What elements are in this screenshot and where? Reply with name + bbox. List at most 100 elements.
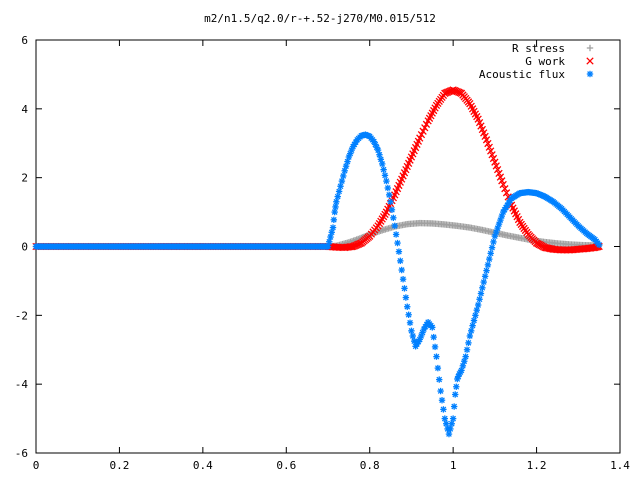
data-point-acoustic-flux xyxy=(445,430,453,438)
data-point-acoustic-flux xyxy=(399,275,407,283)
data-point-g-work xyxy=(502,189,511,197)
data-point-acoustic-flux xyxy=(473,306,480,314)
tick-labels: 0 0.2 0.4 0.6 0.8 1 1.2 1.4 -6 -4 -2 0 2 4 6 xyxy=(15,34,631,472)
data-point-acoustic-flux xyxy=(388,206,396,213)
data-point-acoustic-flux xyxy=(381,172,389,179)
x-tick-label: 1.4 xyxy=(610,459,630,472)
data-point-acoustic-flux xyxy=(448,420,455,427)
data-point-acoustic-flux xyxy=(441,415,448,422)
data-point-acoustic-flux xyxy=(470,317,478,324)
data-point-acoustic-flux xyxy=(387,198,394,205)
data-point-acoustic-flux xyxy=(458,367,465,374)
x-tick-label: 0.4 xyxy=(193,459,213,472)
data-point-acoustic-flux xyxy=(385,191,393,199)
data-point-acoustic-flux xyxy=(376,151,383,158)
data-point-acoustic-flux xyxy=(452,391,459,398)
data-point-acoustic-flux xyxy=(437,387,444,395)
data-point-acoustic-flux xyxy=(449,415,457,422)
data-point-acoustic-flux xyxy=(450,403,458,410)
data-series xyxy=(32,86,603,438)
data-point-acoustic-flux xyxy=(462,353,469,360)
data-point-acoustic-flux xyxy=(380,166,387,173)
data-point-acoustic-flux xyxy=(335,188,343,195)
data-point-acoustic-flux xyxy=(383,177,390,185)
data-point-acoustic-flux xyxy=(466,332,474,340)
legend-marker-r-stress xyxy=(586,44,594,52)
data-point-acoustic-flux xyxy=(463,346,471,353)
data-point-acoustic-flux xyxy=(490,238,497,246)
data-point-acoustic-flux xyxy=(483,267,490,274)
chart-title: m2/n1.5/q2.0/r-+.52-j270/M0.015/512 xyxy=(204,12,436,25)
data-point-acoustic-flux xyxy=(331,208,338,216)
data-point-acoustic-flux xyxy=(465,339,472,347)
data-point-acoustic-flux xyxy=(333,198,340,205)
legend-label-acoustic-flux: Acoustic flux xyxy=(479,68,565,81)
data-point-acoustic-flux xyxy=(459,362,467,370)
data-point-acoustic-flux xyxy=(488,244,496,251)
data-point-acoustic-flux xyxy=(329,224,337,231)
data-point-acoustic-flux xyxy=(447,425,454,433)
data-point-acoustic-flux xyxy=(402,294,410,301)
data-point-acoustic-flux xyxy=(431,343,439,351)
data-point-acoustic-flux xyxy=(338,177,346,185)
data-point-acoustic-flux xyxy=(327,233,334,241)
x-tick-label: 0.2 xyxy=(109,459,129,472)
data-point-acoustic-flux xyxy=(484,261,492,269)
data-point-acoustic-flux xyxy=(453,383,460,390)
data-point-acoustic-flux xyxy=(334,193,341,200)
x-tick-label: 1.2 xyxy=(527,459,547,472)
data-point-acoustic-flux xyxy=(472,312,479,319)
data-point-acoustic-flux xyxy=(379,160,386,168)
data-point-acoustic-flux xyxy=(332,203,339,211)
legend-marker-g-work xyxy=(586,57,594,65)
x-tick-label: 1 xyxy=(450,459,457,472)
data-point-acoustic-flux xyxy=(438,397,446,404)
data-point-acoustic-flux xyxy=(487,250,494,257)
data-point-acoustic-flux xyxy=(342,162,350,170)
data-point-acoustic-flux xyxy=(480,278,487,286)
data-point-acoustic-flux xyxy=(430,333,437,341)
data-point-acoustic-flux xyxy=(392,231,400,238)
y-tick-label: -6 xyxy=(15,447,28,460)
data-point-acoustic-flux xyxy=(477,290,485,297)
y-tick-label: 4 xyxy=(21,103,28,116)
x-tick-label: 0.6 xyxy=(276,459,296,472)
data-point-acoustic-flux xyxy=(324,243,332,250)
data-point-acoustic-flux xyxy=(595,241,603,248)
data-point-acoustic-flux xyxy=(461,358,468,365)
data-point-acoustic-flux xyxy=(442,420,450,427)
data-point-g-work xyxy=(499,180,507,189)
x-tick-label: 0 xyxy=(33,459,40,472)
data-point-acoustic-flux xyxy=(397,257,404,265)
data-point-acoustic-flux xyxy=(394,239,401,247)
data-point-acoustic-flux xyxy=(330,216,338,224)
data-point-acoustic-flux xyxy=(469,322,476,329)
data-point-acoustic-flux xyxy=(390,214,397,222)
data-point-acoustic-flux xyxy=(377,156,385,163)
data-point-acoustic-flux xyxy=(401,285,408,292)
data-point-acoustic-flux xyxy=(341,167,348,174)
legend-label-r-stress: R stress xyxy=(512,42,565,55)
data-point-acoustic-flux xyxy=(436,376,443,383)
data-point-acoustic-flux xyxy=(406,319,414,326)
legend-marker-acoustic-flux xyxy=(586,70,594,78)
data-point-acoustic-flux xyxy=(328,229,335,236)
data-point-acoustic-flux xyxy=(434,364,442,372)
y-tick-label: 0 xyxy=(21,241,28,254)
data-point-acoustic-flux xyxy=(440,406,447,413)
data-point-acoustic-flux xyxy=(344,158,351,165)
y-tick-label: -4 xyxy=(15,378,29,391)
series-g-work xyxy=(32,86,603,254)
data-point-acoustic-flux xyxy=(481,273,489,280)
data-point-acoustic-flux xyxy=(398,266,405,274)
y-tick-label: -2 xyxy=(15,309,28,322)
data-point-acoustic-flux xyxy=(468,327,475,335)
data-point-acoustic-flux xyxy=(391,222,398,230)
data-point-acoustic-flux xyxy=(474,301,482,309)
data-point-acoustic-flux xyxy=(476,296,483,303)
data-point-acoustic-flux xyxy=(340,172,347,180)
data-point-acoustic-flux xyxy=(374,146,382,154)
data-point-acoustic-flux xyxy=(384,184,391,192)
